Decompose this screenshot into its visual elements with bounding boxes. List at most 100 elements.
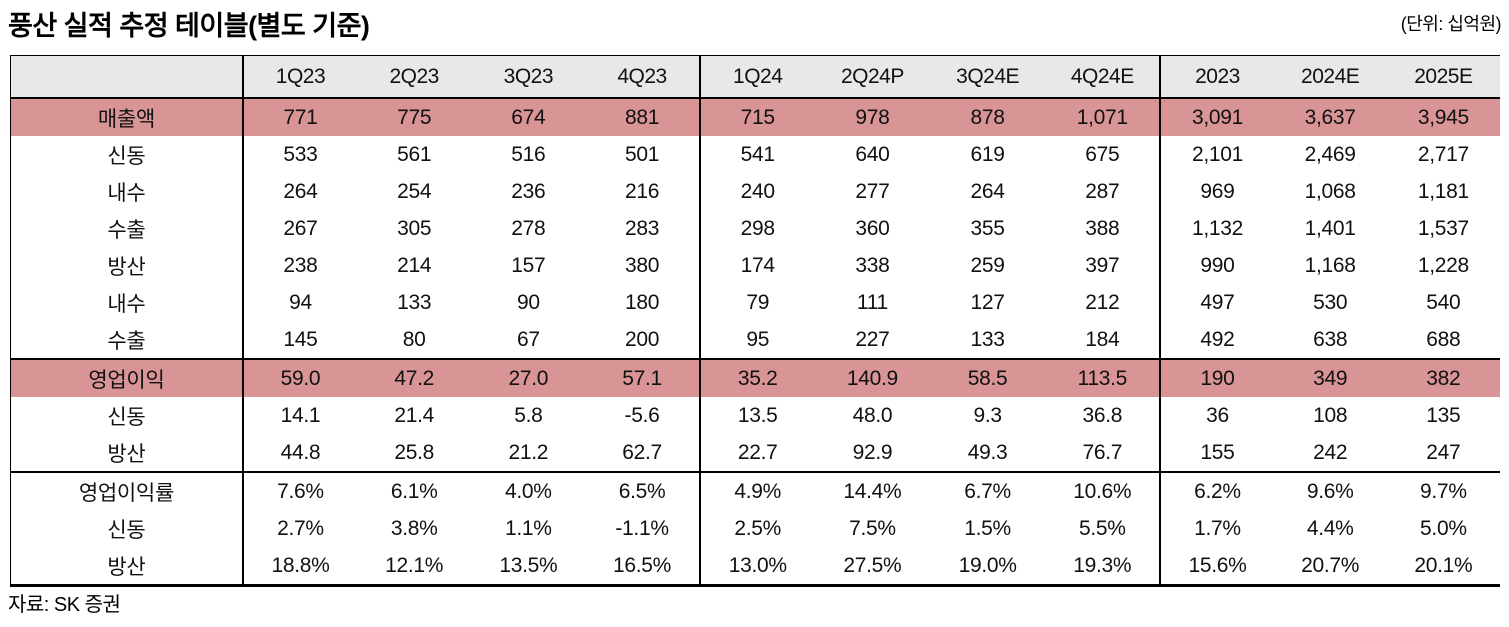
cell: 283 — [624, 216, 660, 240]
cell: 533 — [241, 136, 358, 173]
cell: 2,717 — [1417, 142, 1469, 166]
cell: 1,071 — [1045, 98, 1161, 136]
table-row: 방산 238 214 157 380 174 338 259 397 990 1,168 1,228 — [11, 247, 1501, 284]
table-row: 내수 94 133 90 180 79 111 127 212 497 530 540 — [11, 284, 1501, 321]
cell: 10.6% — [1045, 471, 1161, 510]
row-label: 방산 — [107, 442, 146, 466]
column-header: 1Q23 — [241, 55, 358, 99]
cell: 2,101 — [1159, 136, 1274, 173]
cell: 2.5% — [698, 510, 815, 547]
cell: 14.4% — [814, 471, 930, 510]
column-header: 1Q24 — [698, 55, 815, 99]
cell: 240 — [698, 173, 815, 210]
table-row: 내수 264 254 236 216 240 277 264 287 969 1,068 1,181 — [11, 173, 1501, 210]
cell: 7.6% — [241, 471, 358, 510]
cell: 287 — [1085, 179, 1120, 203]
cell: 675 — [1085, 142, 1120, 166]
cell: 530 — [1313, 290, 1348, 314]
cell: 111 — [856, 290, 888, 314]
cell: 18.8% — [241, 547, 358, 586]
cell: 6.1% — [357, 471, 472, 510]
row-label: 신동 — [107, 144, 146, 168]
cell: 305 — [397, 216, 432, 240]
cell: 3,945 — [1386, 98, 1500, 136]
cell: 969 — [1159, 173, 1274, 210]
cell: 95 — [698, 321, 815, 359]
cell: 20.1% — [1414, 553, 1473, 577]
row-label: 신동 — [107, 518, 146, 542]
column-header: 4Q23 — [585, 55, 700, 99]
cell: 180 — [624, 290, 660, 314]
cell: 715 — [698, 98, 815, 136]
column-header: 2Q24P — [814, 55, 930, 99]
cell: 27.0 — [471, 358, 586, 397]
cell: 9.6% — [1273, 471, 1387, 510]
column-header-blank — [10, 55, 243, 99]
cell: 92.9 — [852, 440, 893, 464]
cell: 775 — [357, 98, 472, 136]
column-header: 2024E — [1273, 55, 1387, 99]
cell: 214 — [397, 253, 432, 277]
cell: 640 — [855, 142, 890, 166]
cell: 5.5% — [1078, 516, 1126, 540]
cell: 4.0% — [471, 471, 586, 510]
cell: 254 — [397, 179, 432, 203]
cell: 264 — [970, 179, 1005, 203]
cell: 190 — [1159, 358, 1274, 397]
cell: 19.0% — [958, 553, 1017, 577]
cell: 878 — [930, 98, 1046, 136]
earnings-table: 1Q23 2Q23 3Q23 4Q23 1Q24 2Q24P 3Q24E 4Q24E 2023 2… — [10, 55, 1500, 587]
cell: 59.0 — [241, 358, 358, 397]
cell: 36.8 — [1082, 403, 1123, 427]
column-header: 3Q24E — [930, 55, 1046, 99]
cell: 80 — [402, 327, 426, 351]
table-row: 매출액 771 775 674 881 715 978 878 1,071 3,091 3,637 3… — [10, 98, 1500, 136]
cell: 25.8 — [394, 440, 434, 464]
cell: 561 — [397, 142, 432, 166]
cell: 771 — [241, 98, 358, 136]
cell: 79 — [698, 284, 815, 321]
cell: 2.7% — [241, 510, 358, 547]
cell: 541 — [698, 136, 815, 173]
cell: 227 — [855, 327, 890, 351]
cell: 108 — [1313, 403, 1348, 427]
cell: 133 — [397, 290, 432, 314]
table-row: 영업이익률 7.6% 6.1% 4.0% 6.5% 4.9% 14.4% 6.7% 10.6% 6… — [10, 471, 1500, 510]
cell: 216 — [624, 179, 660, 203]
cell: 9.7% — [1386, 471, 1500, 510]
cell: 4.4% — [1306, 516, 1354, 540]
row-label: 수출 — [107, 329, 146, 353]
table-row: 방산 18.8% 12.1% 13.5% 16.5% 13.0% 27.5% 19.0% 19.… — [11, 547, 1501, 586]
table-row: 수출 267 305 278 283 298 360 355 388 1,132 1,401 1,53… — [11, 210, 1501, 247]
cell: 1,168 — [1304, 253, 1356, 277]
cell: 236 — [511, 179, 546, 203]
cell: 62.7 — [622, 440, 662, 464]
cell: 90 — [516, 290, 540, 314]
cell: 127 — [970, 290, 1005, 314]
table-body: 매출액 771 775 674 881 715 978 878 1,071 3,091 3,637 3… — [10, 98, 1501, 586]
cell: 247 — [1426, 440, 1461, 464]
cell: 338 — [855, 253, 890, 277]
table-row: 신동 533 561 516 501 541 640 619 675 2,101 2,469 2,71… — [11, 136, 1501, 173]
cell: 6.7% — [930, 471, 1046, 510]
cell: 21.4 — [394, 403, 434, 427]
cell: 259 — [970, 253, 1005, 277]
cell: 140.9 — [814, 358, 930, 397]
row-label: 영업이익 — [10, 358, 243, 397]
cell: 184 — [1085, 327, 1120, 351]
table-row: 신동 14.1 21.4 5.8 -5.6 13.5 48.0 9.3 36.8 36 108 135 — [11, 397, 1501, 434]
column-header: 2Q23 — [357, 55, 472, 99]
cell: 1.7% — [1159, 510, 1274, 547]
cell: 978 — [814, 98, 930, 136]
cell: 3,637 — [1273, 98, 1387, 136]
row-label: 방산 — [107, 255, 146, 279]
cell: -1.1% — [615, 516, 669, 540]
cell: 360 — [855, 216, 890, 240]
row-label: 방산 — [107, 555, 146, 579]
cell: 277 — [855, 179, 890, 203]
cell: 2,469 — [1304, 142, 1356, 166]
cell: 94 — [241, 284, 358, 321]
row-label: 영업이익률 — [10, 471, 243, 510]
unit-label: (단위: 십억원) — [1400, 14, 1502, 34]
